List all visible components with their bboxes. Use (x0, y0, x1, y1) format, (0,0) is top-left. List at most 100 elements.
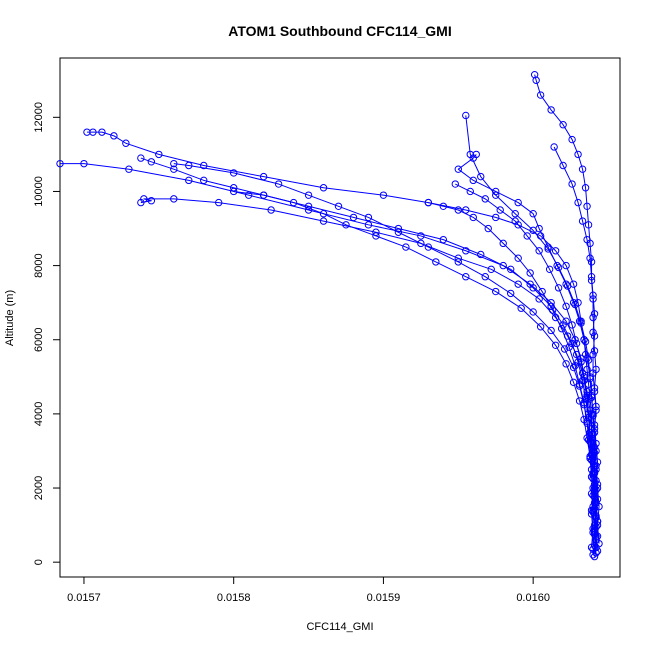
profile-line (428, 202, 594, 533)
data-point (587, 258, 596, 266)
data-point (551, 341, 560, 349)
data-point (439, 235, 448, 244)
data-point (587, 450, 596, 459)
data-point (536, 323, 545, 331)
profile-line (86, 131, 597, 557)
data-point (590, 552, 599, 561)
data-point (569, 363, 578, 372)
data-point (584, 221, 593, 229)
data-point (514, 198, 522, 207)
chart-title: ATOM1 Southbound CFC114_GMI (228, 23, 452, 39)
y-axis-label: Altitude (m) (4, 290, 16, 346)
plot-area (56, 70, 603, 561)
data-point (551, 247, 560, 255)
data-point (545, 265, 554, 274)
y-tick-label: 0 (33, 559, 45, 565)
data-point (589, 491, 597, 500)
data-point (122, 139, 130, 147)
data-point (492, 213, 500, 222)
data-point (589, 291, 597, 299)
profile-line (140, 157, 596, 548)
data-point (529, 226, 537, 235)
data-point (319, 184, 328, 192)
data-point (535, 247, 543, 255)
data-point (364, 213, 373, 222)
data-point (587, 473, 596, 481)
data-point (514, 280, 522, 288)
data-point (583, 417, 591, 425)
data-point (229, 169, 238, 177)
data-point (417, 232, 425, 240)
x-axis-label: CFC114_GMI (306, 621, 373, 633)
data-point (517, 304, 525, 312)
data-point (590, 310, 599, 318)
data-point (583, 395, 591, 403)
data-point (462, 111, 470, 120)
profile-line (233, 190, 596, 550)
data-point (592, 439, 600, 448)
data-point (484, 224, 492, 233)
data-point (587, 273, 596, 281)
data-point (562, 280, 570, 288)
data-point (56, 159, 64, 168)
data-point (481, 195, 489, 203)
data-point (571, 361, 579, 370)
data-point (80, 159, 88, 168)
data-point (583, 365, 591, 374)
data-point (481, 273, 489, 281)
data-point (492, 191, 500, 199)
data-point (462, 247, 470, 255)
data-point (229, 184, 238, 192)
data-point (98, 128, 106, 136)
data-point (535, 295, 543, 303)
data-point (424, 198, 433, 207)
data-point (575, 380, 584, 388)
data-point (550, 143, 558, 151)
data-point (589, 469, 597, 477)
data-point (577, 358, 585, 366)
data-point (469, 213, 477, 222)
data-point (554, 263, 563, 272)
y-axis: 0 2000 4000 6000 8000 10000 12000 (33, 102, 60, 565)
data-point (259, 191, 268, 199)
data-point (553, 261, 561, 270)
data-point (562, 302, 570, 311)
data-point (319, 210, 328, 218)
data-point (589, 506, 597, 514)
data-point (557, 324, 566, 333)
data-point (530, 70, 539, 79)
y-tick-label: 4000 (33, 402, 45, 426)
data-point (590, 541, 599, 550)
data-point (589, 313, 597, 322)
data-point (487, 265, 495, 274)
profile-series (170, 159, 600, 557)
data-point (554, 284, 563, 292)
profile-line (455, 183, 596, 529)
data-point (532, 76, 540, 84)
data-point (592, 513, 600, 522)
data-point (304, 202, 313, 210)
data-point (342, 221, 350, 229)
y-tick-label: 6000 (33, 328, 45, 352)
data-point (529, 284, 537, 292)
data-point (170, 195, 178, 203)
data-point (559, 121, 567, 129)
data-point (83, 128, 91, 136)
profile-series (550, 143, 602, 540)
data-point (593, 458, 602, 466)
data-point (529, 210, 537, 218)
data-point (466, 187, 474, 196)
data-point (593, 532, 602, 540)
data-point (155, 150, 163, 159)
data-point (451, 180, 459, 188)
data-point (586, 432, 594, 440)
data-point (499, 261, 507, 270)
data-point (304, 191, 313, 199)
data-point (565, 343, 573, 351)
profile-series (424, 198, 597, 537)
data-point (578, 165, 587, 173)
profile-series (462, 111, 600, 550)
data-point (137, 198, 145, 207)
data-point (477, 250, 485, 259)
data-point (424, 243, 433, 251)
